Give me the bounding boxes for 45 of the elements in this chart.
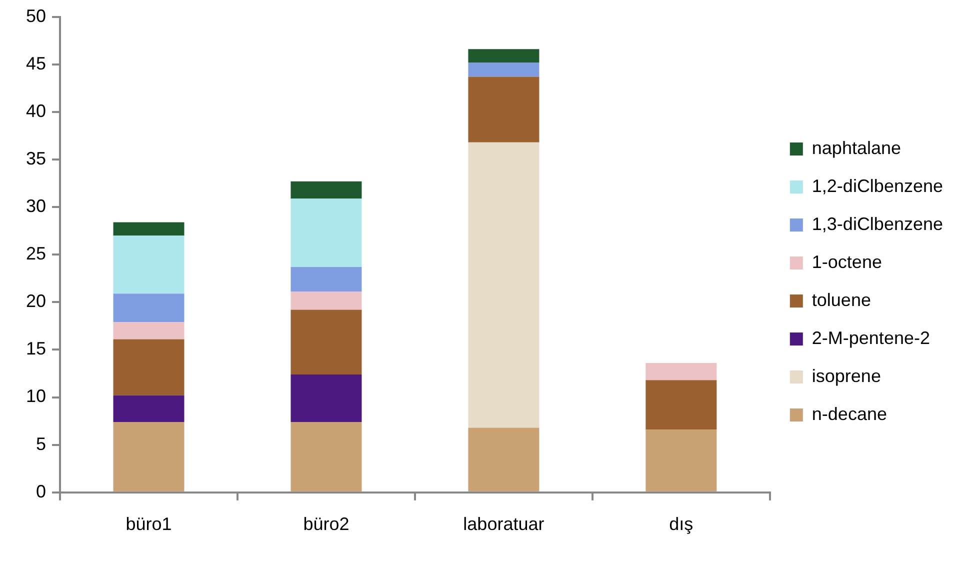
bar <box>290 422 362 492</box>
bar <box>290 310 362 374</box>
x-tick-label: laboratuar <box>463 514 544 534</box>
bar <box>113 422 184 492</box>
legend-label: naphtalane <box>812 138 902 158</box>
x-tick-label: büro2 <box>303 514 350 534</box>
bar <box>290 198 362 267</box>
x-tick-label: büro1 <box>126 514 172 534</box>
bar <box>468 428 540 492</box>
bar <box>113 339 184 396</box>
y-tick-label: 40 <box>26 100 46 121</box>
bar <box>113 294 184 322</box>
bar <box>468 76 540 142</box>
legend-label: 2-M-pentene-2 <box>812 328 930 348</box>
legend-label: toluene <box>812 290 871 310</box>
legend-label: 1-octene <box>812 252 882 272</box>
bar <box>113 322 184 340</box>
bar <box>468 62 540 77</box>
y-tick-label: 45 <box>26 53 46 74</box>
bar <box>646 363 717 380</box>
bar <box>113 395 184 422</box>
bar <box>290 181 362 198</box>
bar <box>113 236 184 294</box>
bar <box>646 430 717 492</box>
y-tick-label: 15 <box>26 338 46 359</box>
y-tick-label: 5 <box>36 434 46 454</box>
legend-label: 1,2-diClbenzene <box>812 176 944 196</box>
bar <box>646 380 717 430</box>
bar <box>468 49 540 62</box>
legend-label: n-decane <box>812 404 887 424</box>
bar <box>113 222 184 236</box>
x-tick-label: dış <box>669 514 694 534</box>
legend-label: 1,3-diClbenzene <box>812 214 944 234</box>
y-tick-label: 30 <box>26 196 46 216</box>
bar <box>290 374 362 422</box>
y-tick-label: 10 <box>26 386 46 406</box>
y-tick-label: 0 <box>36 481 46 502</box>
y-tick-label: 35 <box>26 148 46 168</box>
bar <box>290 292 362 310</box>
bar <box>290 266 362 292</box>
legend-label: isoprene <box>812 366 881 386</box>
y-tick-label: 20 <box>26 291 46 312</box>
y-tick-label: 25 <box>26 244 46 264</box>
y-tick-label: 50 <box>26 6 46 26</box>
bar <box>468 142 540 428</box>
